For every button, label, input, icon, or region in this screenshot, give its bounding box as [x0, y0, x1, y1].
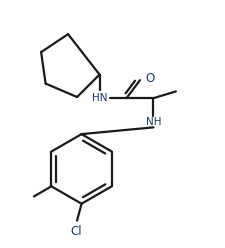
Text: O: O [144, 72, 153, 85]
Text: Cl: Cl [70, 225, 81, 238]
Text: NH: NH [145, 117, 160, 127]
Text: HN: HN [91, 93, 107, 103]
